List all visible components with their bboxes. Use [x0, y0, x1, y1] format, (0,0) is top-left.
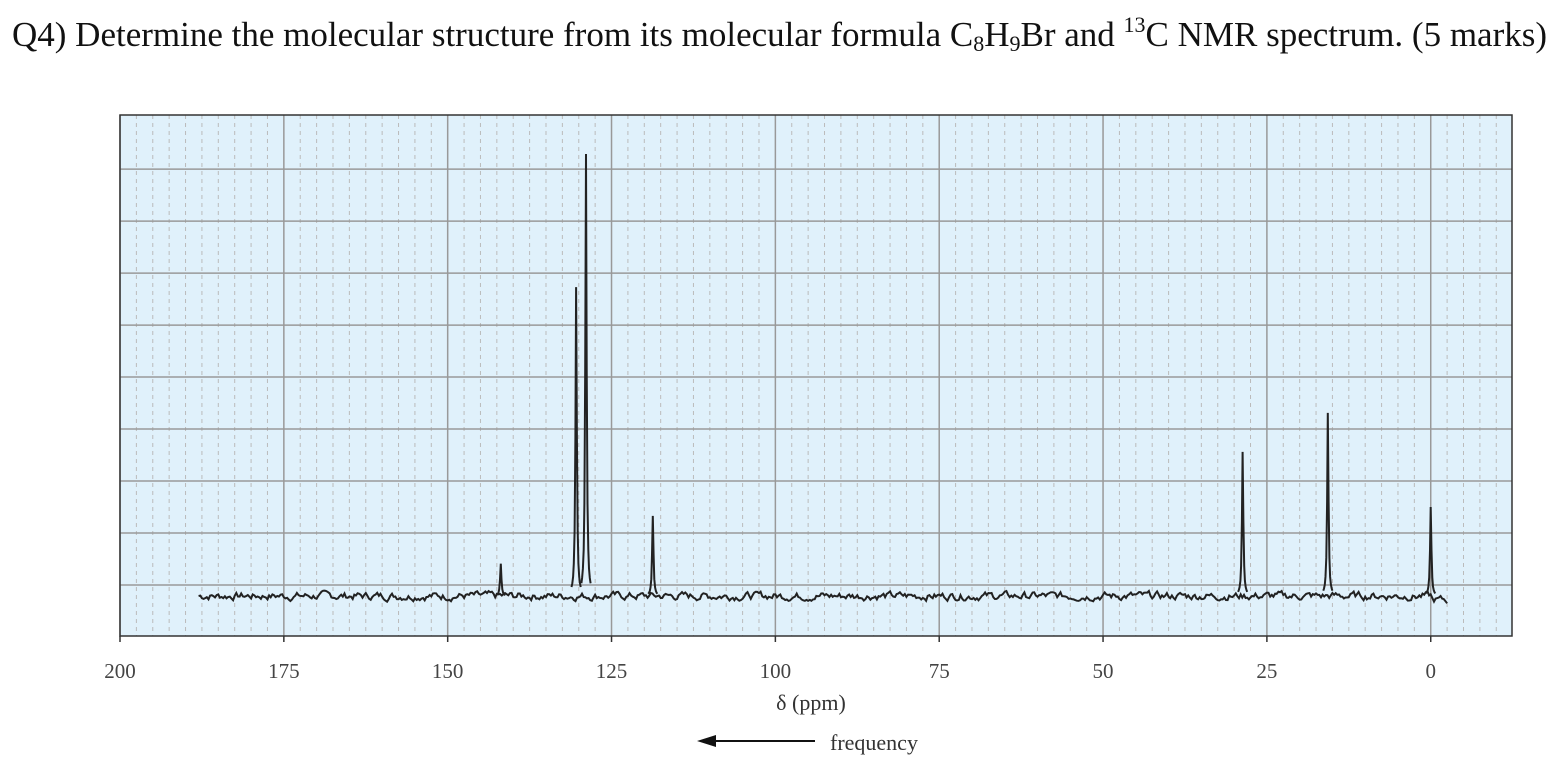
question-prefix: Q4) Determine the molecular structure fr… [12, 15, 974, 54]
peak-28.7-ppm [1237, 451, 1249, 593]
isotope-superscript: 13 [1123, 12, 1146, 37]
x-tick-label: 75 [929, 659, 950, 683]
spectrum-trace [198, 153, 1448, 604]
peak-15.7-ppm [1322, 412, 1334, 592]
peak-118.7-ppm [647, 515, 659, 595]
spectrum-baseline [198, 589, 1448, 604]
hydrogen-count: 9 [1009, 31, 1021, 56]
question-text: Q4) Determine the molecular structure fr… [12, 14, 1552, 56]
question-suffix: C NMR spectrum. (5 marks) [1145, 15, 1548, 54]
plot-frame [119, 114, 1513, 637]
peak-0-ppm [1425, 506, 1437, 595]
x-tick-label: 50 [1093, 659, 1114, 683]
hydrogen-symbol: H [984, 15, 1010, 54]
x-tick-label: 175 [268, 659, 300, 683]
x-tick-label: 125 [596, 659, 628, 683]
peak-141.9-ppm [495, 563, 506, 596]
peak-128.9-ppm [580, 153, 592, 584]
x-tick-labels: 200 175 150 125 100 75 50 25 0 [104, 636, 1436, 683]
bromine-and: Br and [1020, 15, 1124, 54]
peak-130.4-ppm [570, 287, 582, 588]
x-tick-label: 200 [104, 659, 136, 683]
x-tick-label: 150 [432, 659, 464, 683]
x-axis-label: δ (ppm) [776, 690, 846, 715]
plot-background [120, 115, 1512, 636]
x-tick-label: 25 [1256, 659, 1277, 683]
grid [119, 115, 1512, 636]
x-tick-label: 0 [1425, 659, 1436, 683]
carbon-count: 8 [973, 31, 985, 56]
frequency-arrow-icon [697, 735, 815, 747]
frequency-label: frequency [830, 730, 918, 755]
x-tick-label: 100 [760, 659, 792, 683]
